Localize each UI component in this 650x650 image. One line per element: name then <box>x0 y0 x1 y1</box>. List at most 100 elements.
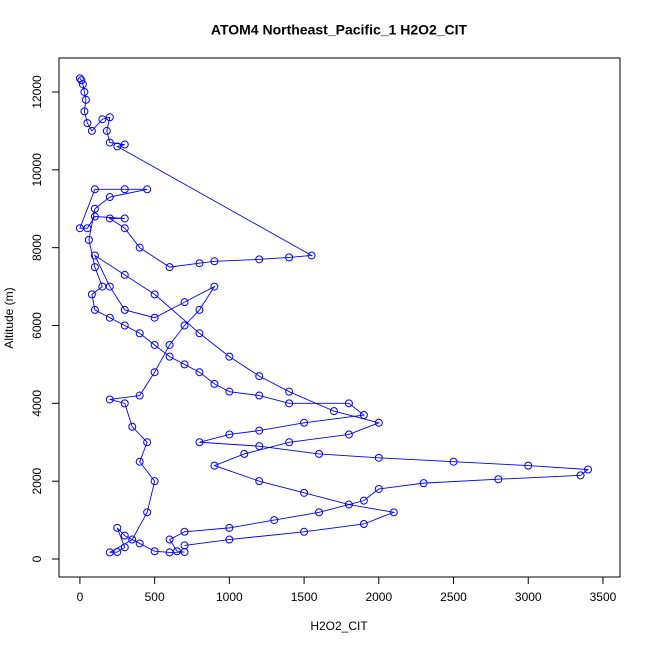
data-point <box>75 224 84 233</box>
data-point <box>576 471 585 480</box>
data-point <box>150 313 159 322</box>
data-point <box>210 282 219 291</box>
x-axis-label: H2O2_CIT <box>310 619 368 633</box>
x-tick-label: 3500 <box>590 590 617 604</box>
data-point <box>128 422 137 431</box>
data-point <box>419 479 428 488</box>
data-point <box>344 500 353 509</box>
data-point <box>120 321 129 330</box>
y-tick-label: 0 <box>30 555 44 562</box>
data-point <box>120 214 129 223</box>
data-point <box>90 204 99 213</box>
data-point <box>359 411 368 420</box>
data-point <box>105 138 114 147</box>
data-point <box>225 535 234 544</box>
data-point <box>285 438 294 447</box>
data-point <box>135 329 144 338</box>
data-point <box>195 438 204 447</box>
data-point <box>344 430 353 439</box>
data-point <box>389 508 398 517</box>
y-axis-label: Altitude (m) <box>2 287 16 348</box>
data-point <box>165 352 174 361</box>
data-point <box>285 253 294 262</box>
data-point <box>102 126 111 135</box>
data-point <box>120 399 129 408</box>
data-point <box>344 399 353 408</box>
data-point <box>165 263 174 272</box>
x-tick-label: 500 <box>145 590 165 604</box>
data-point <box>315 449 324 458</box>
data-point <box>77 76 86 85</box>
data-point <box>80 107 89 116</box>
data-point <box>285 399 294 408</box>
chart-title: ATOM4 Northeast_Pacific_1 H2O2_CIT <box>211 22 468 38</box>
data-point <box>300 527 309 536</box>
data-point <box>143 185 152 194</box>
data-point <box>449 457 458 466</box>
data-point <box>113 142 122 151</box>
x-tick-label: 1000 <box>216 590 243 604</box>
data-point <box>150 547 159 556</box>
data-point <box>255 477 264 486</box>
data-point <box>120 543 129 552</box>
x-tick-label: 3000 <box>515 590 542 604</box>
data-point <box>143 438 152 447</box>
data-point <box>135 457 144 466</box>
data-point <box>120 140 129 149</box>
data-point <box>98 115 107 124</box>
data-point <box>120 531 129 540</box>
data-point <box>374 418 383 427</box>
data-point <box>210 257 219 266</box>
data-point <box>105 214 114 223</box>
data-point <box>105 113 114 122</box>
data-point <box>180 527 189 536</box>
data-point <box>135 539 144 548</box>
data-point <box>359 519 368 528</box>
data-point <box>255 255 264 264</box>
data-point <box>135 243 144 252</box>
data-point <box>90 212 99 221</box>
data-point <box>120 270 129 279</box>
data-point <box>87 290 96 299</box>
data-point <box>90 251 99 260</box>
data-point <box>143 508 152 517</box>
x-tick-label: 0 <box>77 590 84 604</box>
data-point <box>113 523 122 532</box>
data-point <box>300 488 309 497</box>
data-point <box>165 340 174 349</box>
data-point <box>105 193 114 202</box>
data-point <box>135 391 144 400</box>
y-tick-label: 10000 <box>30 153 44 187</box>
data-point <box>195 329 204 338</box>
data-point <box>210 379 219 388</box>
data-point <box>255 426 264 435</box>
x-tick-label: 2500 <box>440 590 467 604</box>
y-tick-label: 4000 <box>30 390 44 417</box>
data-point <box>84 235 93 244</box>
data-point <box>105 395 114 404</box>
data-point <box>180 360 189 369</box>
data-point <box>105 548 114 557</box>
data-point <box>494 475 503 484</box>
data-point <box>255 442 264 451</box>
data-point <box>78 80 87 89</box>
data-point <box>374 453 383 462</box>
data-point <box>307 251 316 260</box>
data-point <box>150 477 159 486</box>
data-point <box>225 523 234 532</box>
y-tick-label: 2000 <box>30 468 44 495</box>
x-tick-label: 1500 <box>291 590 318 604</box>
data-point <box>128 535 137 544</box>
data-point <box>195 259 204 268</box>
y-tick-label: 6000 <box>30 312 44 339</box>
data-point <box>180 321 189 330</box>
data-point <box>329 407 338 416</box>
data-point <box>80 87 89 96</box>
data-point <box>359 496 368 505</box>
data-point <box>90 185 99 194</box>
data-point <box>195 305 204 314</box>
data-point <box>225 430 234 439</box>
data-point <box>225 352 234 361</box>
data-point <box>150 340 159 349</box>
